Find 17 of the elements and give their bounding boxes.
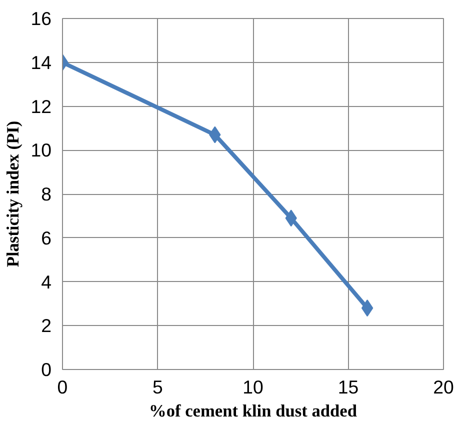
- y-tick-label: 0: [41, 359, 52, 380]
- x-tick-label: 0: [57, 376, 68, 398]
- x-tick-label: 5: [152, 376, 163, 398]
- x-tick-label: 20: [433, 376, 454, 398]
- point: [361, 300, 374, 317]
- y-tick-label: 16: [30, 8, 52, 29]
- y-tick-label: 10: [30, 140, 52, 161]
- x-tick-label: 10: [242, 376, 264, 398]
- y-tick-label: 8: [41, 184, 52, 204]
- y-axis-title: Plasticity index (PI): [4, 120, 23, 268]
- y-tick-label: 14: [30, 52, 52, 73]
- y-tick-label: 4: [41, 271, 52, 292]
- y-tick-label: 2: [41, 315, 52, 336]
- x-tick-label: 15: [338, 376, 359, 398]
- y-tick-label: 6: [41, 227, 52, 248]
- y-tick-label: 12: [30, 96, 52, 117]
- x-axis-title: %of cement klin dust added: [149, 402, 358, 420]
